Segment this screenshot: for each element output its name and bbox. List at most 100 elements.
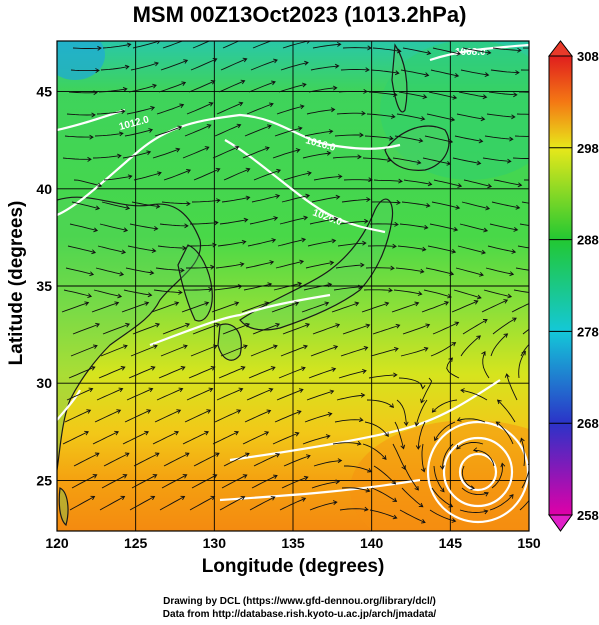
streamline-arrow xyxy=(340,345,369,357)
x-tick-labels: 120 125 130 135 140 145 150 xyxy=(45,535,541,551)
streamline-arrow xyxy=(252,41,278,49)
streamline-arrow xyxy=(92,430,119,445)
streamline-arrow xyxy=(522,47,529,49)
streamline-arrow xyxy=(489,223,519,232)
streamline-arrow xyxy=(486,113,516,120)
streamline-arrow xyxy=(282,41,311,49)
streamline-arrow xyxy=(302,434,331,445)
streamline-arrow xyxy=(517,245,529,249)
streamline-arrow xyxy=(520,437,525,467)
streamline-arrow xyxy=(338,89,368,94)
streamline-arrow xyxy=(452,157,482,166)
streamline-arrow xyxy=(216,101,244,115)
streamline-arrow xyxy=(93,289,123,299)
streamline-arrow xyxy=(188,242,217,248)
streamline-arrow xyxy=(184,409,212,423)
streamline-arrow xyxy=(371,200,401,205)
streamline-arrow xyxy=(372,47,402,54)
colorbar-bottom-arrow xyxy=(548,514,573,532)
streamline-arrow xyxy=(303,282,333,291)
streamline-arrow xyxy=(121,301,150,313)
streamline-arrow xyxy=(400,69,430,78)
streamline-arrow xyxy=(70,68,100,73)
streamline-arrow xyxy=(454,135,484,144)
streamline-arrow xyxy=(342,45,372,51)
streamline-arrow xyxy=(484,135,514,142)
streamline-arrow xyxy=(63,289,93,299)
streamline-arrow xyxy=(472,447,495,467)
streamline-arrow xyxy=(311,194,341,203)
streamline-arrow xyxy=(519,499,529,511)
streamline-arrow xyxy=(159,495,186,511)
streamline-arrow xyxy=(190,57,218,71)
streamline-arrow xyxy=(492,47,522,53)
streamline-arrow xyxy=(183,286,213,292)
streamline-arrow xyxy=(219,217,249,225)
typhoon-isobar-3 xyxy=(426,420,529,524)
streamline-arrow xyxy=(102,322,131,335)
streamline-arrow xyxy=(124,128,154,137)
streamline-arrow xyxy=(125,267,155,276)
streamline-arrow xyxy=(429,223,459,232)
streamline-arrow xyxy=(504,373,518,401)
streamline-arrow xyxy=(306,389,335,401)
streamline-arrow xyxy=(341,487,371,493)
streamline-arrow xyxy=(280,60,309,71)
streamline-arrow xyxy=(122,150,152,159)
streamline-arrow xyxy=(459,509,489,515)
streamline-arrow xyxy=(126,105,156,115)
streamline-arrow xyxy=(103,452,130,467)
x-tick-label: 125 xyxy=(124,535,148,551)
streamline-arrow xyxy=(68,90,98,96)
streamline-arrow xyxy=(421,301,450,313)
streamline-arrow xyxy=(519,223,529,226)
streamline-arrow xyxy=(433,421,456,442)
streamline-arrow xyxy=(370,69,400,76)
colorbar-tick-label: 298 xyxy=(577,141,599,156)
streamline-arrow xyxy=(363,287,393,293)
x-tick-label: 145 xyxy=(439,535,463,551)
streamline-arrow xyxy=(62,430,89,445)
streamline-arrow xyxy=(366,113,396,119)
credit-drawing: Drawing by DCL (https://www.gfd-dennou.o… xyxy=(163,596,436,607)
streamline-arrow xyxy=(253,168,282,181)
streamline-arrow xyxy=(68,366,96,379)
streamline-arrow xyxy=(512,157,529,159)
streamline-arrow xyxy=(278,82,307,93)
streamline-arrow xyxy=(487,245,517,254)
streamline-arrow xyxy=(520,69,529,71)
streamline-arrow xyxy=(309,500,338,511)
streamline-arrow xyxy=(251,474,278,489)
streamline-arrow xyxy=(244,409,272,423)
streamline-arrow xyxy=(302,150,332,159)
streamline-arrow xyxy=(313,174,343,181)
streamline-arrow xyxy=(189,495,216,511)
streamline-arrow xyxy=(396,399,409,427)
streamline-arrow xyxy=(342,323,371,335)
streamline-arrow xyxy=(101,474,128,489)
streamline-arrow xyxy=(362,157,392,163)
x-tick-label: 140 xyxy=(360,535,384,551)
isobar-1016 xyxy=(57,113,401,217)
streamline-arrow xyxy=(162,322,191,335)
streamline-arrow xyxy=(129,495,156,511)
streamline-arrow xyxy=(481,351,490,379)
y-tick-label: 25 xyxy=(36,472,52,488)
streamline-arrow xyxy=(491,201,521,210)
streamline-arrow xyxy=(73,452,100,467)
y-tick-label: 35 xyxy=(36,278,52,294)
streamline-arrow xyxy=(126,387,154,401)
streamline-arrow xyxy=(366,399,395,409)
streamline-arrow xyxy=(456,113,486,122)
streamline-arrow xyxy=(283,170,312,181)
streamline-arrow xyxy=(151,301,180,313)
streamline-arrow xyxy=(369,509,398,520)
streamline-arrow xyxy=(128,83,157,93)
streamline-arrow xyxy=(429,509,457,523)
streamline-arrow xyxy=(462,47,492,55)
streamline-arrow xyxy=(340,67,370,73)
streamline-arrow xyxy=(92,153,122,159)
isobar-west xyxy=(57,389,81,421)
streamline-arrow xyxy=(370,346,399,357)
streamline-arrow xyxy=(250,344,278,357)
